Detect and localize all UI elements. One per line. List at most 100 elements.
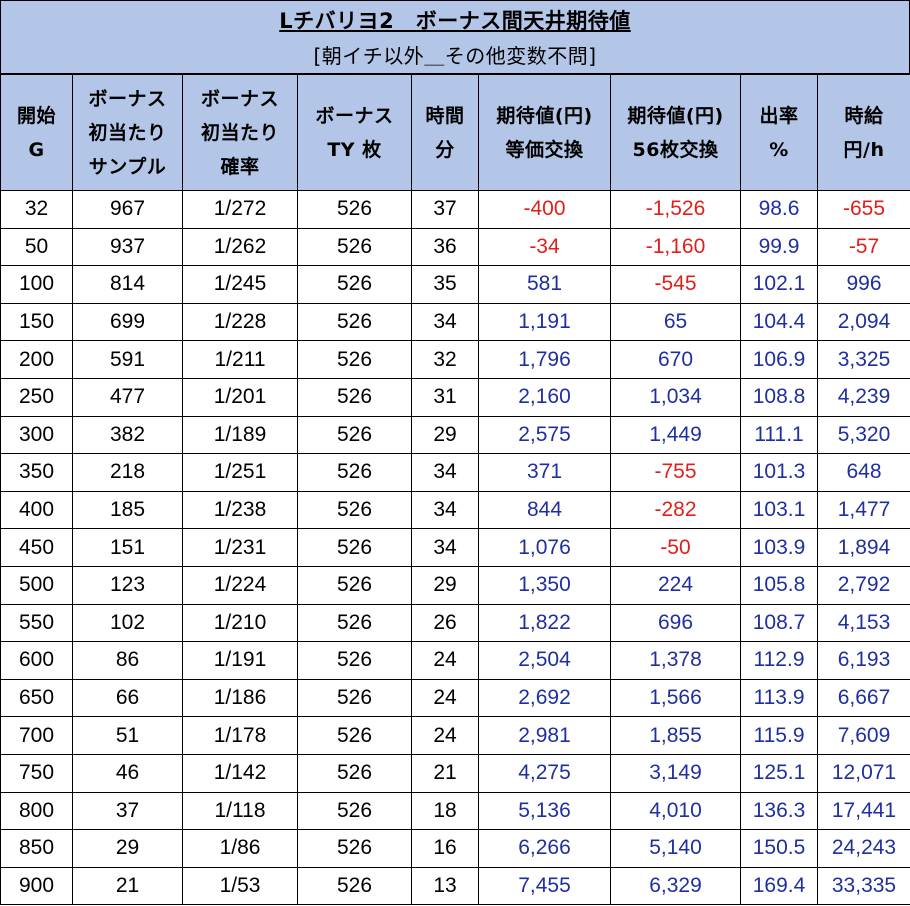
table-cell: 4,010 [610, 791, 741, 831]
table-cell: 526 [297, 302, 412, 342]
table-row: 200 591 1/211 526 32 1,796 670 106.9 3,325 [0, 340, 910, 379]
table-cell: 526 [297, 866, 412, 906]
table-cell: 1,350 [478, 565, 611, 605]
table-cell: 350 [0, 453, 73, 492]
table-row: 850 29 1/86 526 16 6,266 5,140 150.5 24,243 [0, 829, 910, 868]
column-header: 時給円/h [817, 74, 910, 191]
table-cell: 526 [297, 453, 412, 492]
table-row: 650 66 1/186 526 24 2,692 1,566 113.9 6,667 [0, 678, 910, 718]
table-cell: 103.1 [740, 490, 818, 530]
table-cell: 1/86 [182, 829, 298, 868]
table-cell: 103.9 [740, 528, 818, 567]
table-cell: 526 [297, 716, 412, 755]
table-cell: 1/211 [182, 340, 298, 379]
table-cell: 400 [0, 490, 73, 530]
table-cell: 31 [411, 377, 479, 417]
table-cell: 185 [72, 490, 183, 530]
table-cell: 1/238 [182, 490, 298, 530]
table-cell: 800 [0, 791, 73, 831]
table-cell: 4,275 [478, 753, 611, 793]
table-cell: 526 [297, 753, 412, 793]
table-cell: 51 [72, 716, 183, 755]
table-cell: 111.1 [740, 415, 818, 455]
column-header-line: ボーナス [200, 87, 279, 110]
column-header-line: 出率 [759, 104, 799, 127]
table-cell: 5,136 [478, 791, 611, 831]
table-cell: 7,455 [478, 866, 611, 906]
table-cell: 1,191 [478, 302, 611, 342]
table-cell: 21 [411, 753, 479, 793]
table-cell: 7,609 [817, 716, 910, 755]
table-cell: -655 [817, 190, 910, 229]
table-row: 250 477 1/201 526 31 2,160 1,034 108.8 4,239 [0, 377, 910, 417]
table-cell: 32 [411, 340, 479, 379]
table-row: 300 382 1/189 526 29 2,575 1,449 111.1 5,320 [0, 415, 910, 455]
table-cell: 526 [297, 678, 412, 718]
table-cell: 98.6 [740, 190, 818, 229]
table-cell: 113.9 [740, 678, 818, 718]
table-cell: 3,149 [610, 753, 741, 793]
table-cell: 526 [297, 490, 412, 530]
column-header-line: TY 枚 [327, 138, 382, 161]
table-cell: 2,094 [817, 302, 910, 342]
table-cell: 18 [411, 791, 479, 831]
table-cell: 37 [411, 190, 479, 229]
table-cell: 700 [0, 716, 73, 755]
table-header: 開始 G ボーナス 初当たり サンプル ボーナス 初当たり 確率 ボーナス TY 枚時間分期待値(… [0, 74, 910, 191]
table-cell: 850 [0, 829, 73, 868]
table-cell: 1,477 [817, 490, 910, 530]
table-cell: 6,667 [817, 678, 910, 718]
table-cell: 250 [0, 377, 73, 417]
table-cell: 106.9 [740, 340, 818, 379]
table-cell: 1/224 [182, 565, 298, 605]
table-cell: 50 [0, 227, 73, 267]
table-row: 32 967 1/272 526 37 -400 -1,526 98.6 -655 [0, 190, 910, 229]
table-cell: 550 [0, 603, 73, 643]
table-cell: 24 [411, 678, 479, 718]
table-row: 900 21 1/53 526 13 7,455 6,329 169.4 33,335 [0, 866, 910, 906]
table-cell: 1/245 [182, 265, 298, 304]
table-cell: 750 [0, 753, 73, 793]
column-header-line: 時給 [844, 104, 884, 127]
table-row: 150 699 1/228 526 34 1,191 65 104.4 2,094 [0, 302, 910, 342]
table-cell: 29 [411, 415, 479, 455]
table-cell: 32 [0, 190, 73, 229]
table-cell: 1/189 [182, 415, 298, 455]
table-cell: 21 [72, 866, 183, 906]
column-header-line: ボーナス [88, 87, 167, 110]
table-row: 800 37 1/118 526 18 5,136 4,010 136.3 17,441 [0, 791, 910, 831]
column-header-line: 時間 [425, 104, 465, 127]
column-header-line: 円/h [843, 138, 885, 161]
table-cell: 670 [610, 340, 741, 379]
table-cell: 29 [411, 565, 479, 605]
table-cell: 526 [297, 641, 412, 680]
table-cell: 102.1 [740, 265, 818, 304]
table-cell: 600 [0, 641, 73, 680]
table-row: 600 86 1/191 526 24 2,504 1,378 112.9 6,193 [0, 641, 910, 680]
table-cell: 450 [0, 528, 73, 567]
table-cell: 1/262 [182, 227, 298, 267]
column-header-line: 分 [435, 138, 455, 161]
column-header: 開始 G [0, 74, 73, 191]
column-header-line: % [769, 138, 789, 161]
table-cell: 108.7 [740, 603, 818, 643]
table-cell: 814 [72, 265, 183, 304]
table-cell: 136.3 [740, 791, 818, 831]
table-cell: 1,855 [610, 716, 741, 755]
table-row: 700 51 1/178 526 24 2,981 1,855 115.9 7,609 [0, 716, 910, 755]
column-header: 時間分 [411, 74, 479, 191]
table-row: 550 102 1/210 526 26 1,822 696 108.7 4,153 [0, 603, 910, 643]
table-cell: 99.9 [740, 227, 818, 267]
table-row: 400 185 1/238 526 34 844 -282 103.1 1,477 [0, 490, 910, 530]
table-cell: 382 [72, 415, 183, 455]
table-cell: 169.4 [740, 866, 818, 906]
table-cell: 1,449 [610, 415, 741, 455]
table-cell: 6,329 [610, 866, 741, 906]
table-cell: 24 [411, 641, 479, 680]
column-header-line: 開始 [16, 104, 56, 127]
table-cell: 1,894 [817, 528, 910, 567]
table-cell: -755 [610, 453, 741, 492]
table-cell: 1,566 [610, 678, 741, 718]
column-header-line: サンプル [88, 155, 167, 178]
table-cell: 34 [411, 453, 479, 492]
